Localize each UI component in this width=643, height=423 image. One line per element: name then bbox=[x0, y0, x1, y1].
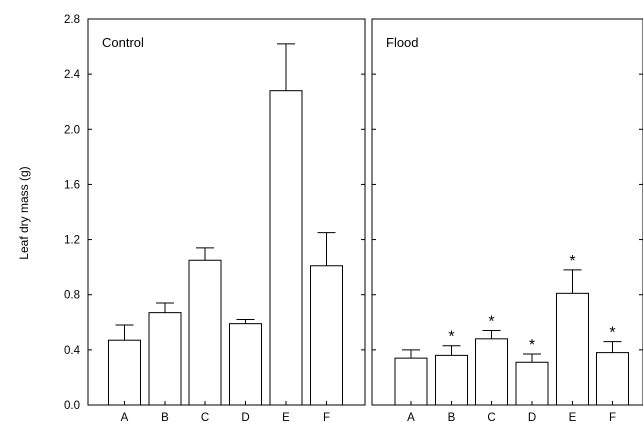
y-tick-label: 1.2 bbox=[64, 235, 80, 247]
x-tick-label: F bbox=[323, 412, 330, 423]
panel-flood: Flood A B * C * D * E * F * bbox=[371, 18, 643, 423]
y-tick-label: 2.0 bbox=[64, 124, 80, 136]
significance-star: * bbox=[529, 337, 535, 354]
bar-B bbox=[435, 354, 468, 406]
bar-C bbox=[188, 259, 222, 406]
x-tick-label: E bbox=[569, 412, 577, 423]
bar-C bbox=[475, 338, 508, 406]
y-tick-label: 2.8 bbox=[64, 14, 80, 26]
significance-star: * bbox=[488, 314, 494, 331]
y-tick-label: 0.8 bbox=[64, 290, 80, 302]
x-tick-label: D bbox=[241, 412, 249, 423]
x-tick-label: C bbox=[487, 412, 495, 423]
panel-frame bbox=[87, 18, 366, 406]
panel-title-flood: Flood bbox=[386, 35, 419, 50]
y-tick-label: 0.4 bbox=[64, 345, 81, 357]
bar-E bbox=[269, 90, 303, 406]
y-tick-label: 2.4 bbox=[64, 69, 81, 81]
y-tick-label: 0.0 bbox=[64, 400, 80, 412]
panel-title-control: Control bbox=[102, 35, 144, 50]
x-tick-label: C bbox=[201, 412, 209, 423]
bar-A bbox=[108, 339, 141, 406]
x-tick-label: D bbox=[528, 412, 536, 423]
bar-F bbox=[596, 352, 629, 406]
x-tick-label: B bbox=[161, 412, 169, 423]
bar-D bbox=[515, 361, 549, 406]
significance-star: * bbox=[609, 325, 615, 342]
x-tick-label: A bbox=[121, 412, 129, 423]
x-tick-label: F bbox=[609, 412, 616, 423]
bar-F bbox=[310, 265, 343, 406]
significance-star: * bbox=[448, 329, 454, 346]
bar-E bbox=[556, 292, 589, 406]
bar-D bbox=[229, 323, 262, 406]
significance-star: * bbox=[569, 253, 575, 270]
bar-B bbox=[148, 312, 182, 406]
panel-control: Control A B C D E F bbox=[87, 18, 366, 423]
y-axis-ticks: 0.0 0.4 0.8 1.2 1.6 2.0 2.4 2.8 bbox=[64, 14, 81, 412]
bar-A bbox=[394, 357, 428, 406]
x-tick-label: E bbox=[282, 412, 290, 423]
y-axis-label: Leaf dry mass (g) bbox=[17, 166, 31, 259]
x-tick-label: A bbox=[407, 412, 415, 423]
y-tick-label: 1.6 bbox=[64, 179, 80, 191]
x-tick-label: B bbox=[448, 412, 456, 423]
